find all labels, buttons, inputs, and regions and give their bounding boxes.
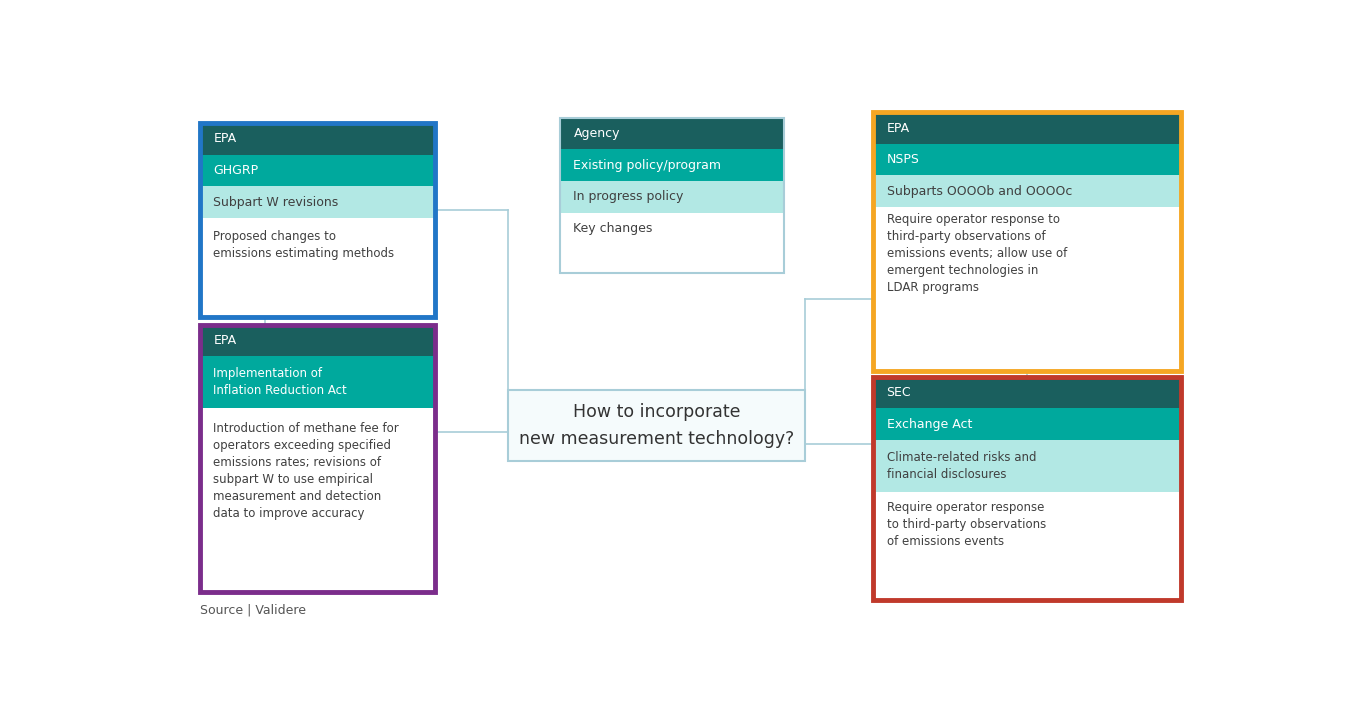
Bar	[560, 118, 784, 149]
Text: Exchange Act: Exchange Act	[886, 418, 973, 430]
Text: EPA: EPA	[213, 334, 236, 347]
Bar	[199, 186, 435, 218]
Bar	[560, 149, 784, 181]
Text: Subparts OOOOb and OOOOc: Subparts OOOOb and OOOOc	[886, 185, 1072, 198]
Bar	[199, 409, 435, 534]
Bar	[873, 409, 1181, 440]
Text: SEC: SEC	[886, 386, 911, 399]
Text: Key changes: Key changes	[574, 222, 653, 235]
Text: Implementation of
Inflation Reduction Act: Implementation of Inflation Reduction Ac…	[213, 367, 348, 397]
Bar	[199, 325, 435, 592]
Text: Agency: Agency	[574, 127, 620, 140]
Bar	[873, 377, 1181, 600]
Bar	[873, 113, 1181, 371]
Bar	[873, 144, 1181, 176]
Bar	[873, 377, 1181, 409]
Bar	[199, 123, 435, 316]
Text: Introduction of methane fee for
operators exceeding specified
emissions rates; r: Introduction of methane fee for operator…	[213, 422, 399, 520]
Bar	[199, 325, 435, 592]
Bar	[873, 491, 1181, 557]
Text: Require operator response to
third-party observations of
emissions events; allow: Require operator response to third-party…	[886, 213, 1067, 294]
Bar	[560, 118, 784, 273]
Bar	[560, 118, 784, 273]
Bar	[508, 390, 806, 461]
Text: Subpart W revisions: Subpart W revisions	[213, 195, 338, 209]
Text: Require operator response
to third-party observations
of emissions events: Require operator response to third-party…	[886, 501, 1045, 548]
Bar	[873, 440, 1181, 491]
Bar	[873, 113, 1181, 144]
Bar	[199, 123, 435, 155]
Bar	[873, 176, 1181, 207]
Bar	[873, 207, 1181, 299]
Text: In progress policy: In progress policy	[574, 190, 684, 203]
Bar	[199, 123, 435, 316]
Text: EPA: EPA	[886, 122, 909, 135]
Bar	[199, 155, 435, 186]
Bar	[560, 212, 784, 244]
Text: NSPS: NSPS	[886, 153, 920, 166]
Bar	[873, 377, 1181, 600]
Text: How to incorporate
new measurement technology?: How to incorporate new measurement techn…	[519, 404, 793, 448]
Text: Existing policy/program: Existing policy/program	[574, 159, 722, 171]
Text: GHGRP: GHGRP	[213, 164, 259, 177]
Text: EPA: EPA	[213, 132, 236, 145]
Bar	[199, 356, 435, 409]
Bar	[199, 325, 435, 356]
Bar	[560, 181, 784, 212]
Text: Source | Validere: Source | Validere	[199, 603, 306, 617]
Text: Climate-related risks and
financial disclosures: Climate-related risks and financial disc…	[886, 451, 1036, 481]
Bar	[873, 113, 1181, 371]
Bar	[199, 218, 435, 273]
Text: Proposed changes to
emissions estimating methods: Proposed changes to emissions estimating…	[213, 230, 395, 261]
